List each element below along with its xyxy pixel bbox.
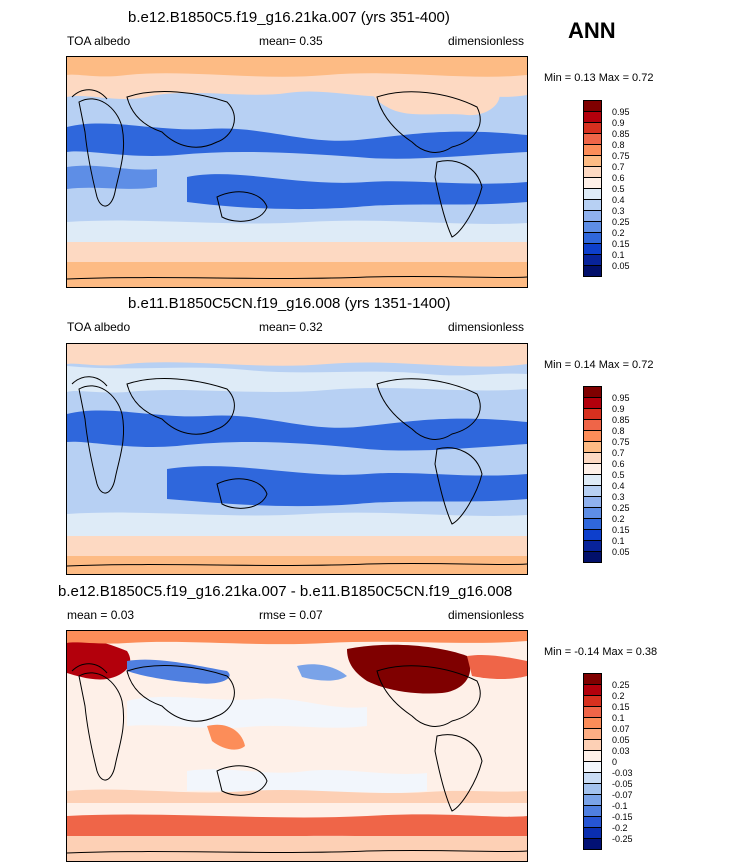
colorbar-swatch: [583, 838, 602, 850]
colorbar-label: 0.2: [612, 514, 625, 524]
colorbar-label: -0.2: [612, 823, 628, 833]
colorbar-label: 0.1: [612, 536, 625, 546]
panel-3-map-graphic: [67, 631, 527, 861]
colorbar-label: 0.5: [612, 184, 625, 194]
panel-2-title: b.e11.B1850C5CN.f19_g16.008 (yrs 1351-14…: [128, 295, 451, 312]
colorbar-label: 0.3: [612, 492, 625, 502]
colorbar-label: -0.25: [612, 834, 633, 844]
colorbar-label: 0.05: [612, 547, 630, 557]
colorbar-label: 0.85: [612, 415, 630, 425]
colorbar-label: 0.2: [612, 228, 625, 238]
panel-2-units-label: dimensionless: [448, 320, 525, 334]
colorbar-label: -0.05: [612, 779, 633, 789]
colorbar-label: 0.5: [612, 470, 625, 480]
panel-3-map: [66, 630, 528, 862]
colorbar-label: 0.95: [612, 107, 630, 117]
colorbar-label: 0.4: [612, 195, 625, 205]
colorbar-label: 0.15: [612, 239, 630, 249]
colorbar-label: -0.07: [612, 790, 633, 800]
colorbar-label: 0.75: [612, 437, 630, 447]
panel-3-units-label: dimensionless: [448, 608, 525, 622]
colorbar-label: 0.15: [612, 702, 630, 712]
panel-3-title: b.e12.B1850C5.f19_g16.21ka.007 - b.e11.B…: [58, 583, 513, 600]
colorbar-label: 0.25: [612, 680, 630, 690]
colorbar-label: 0.15: [612, 525, 630, 535]
panel-3-rmse-label: rmse = 0.07: [259, 608, 323, 622]
colorbar-label: 0.9: [612, 118, 625, 128]
colorbar-label: -0.1: [612, 801, 628, 811]
colorbar-label: 0.4: [612, 481, 625, 491]
colorbar-label: -0.03: [612, 768, 633, 778]
colorbar-label: 0.25: [612, 217, 630, 227]
panel-1-minmax: Min = 0.13 Max = 0.72: [544, 72, 654, 84]
panel-1-mean-label: mean= 0.35: [259, 34, 323, 48]
panel-2-mean-label: mean= 0.32: [259, 320, 323, 334]
colorbar-label: 0.8: [612, 140, 625, 150]
colorbar-label: 0.8: [612, 426, 625, 436]
colorbar-swatch: [583, 265, 602, 277]
colorbar-label: 0.6: [612, 459, 625, 469]
colorbar-label: 0.85: [612, 129, 630, 139]
panel-3-minmax: Min = -0.14 Max = 0.38: [544, 646, 658, 658]
panel-1-title: b.e12.B1850C5.f19_g16.21ka.007 (yrs 351-…: [128, 9, 450, 26]
panel-1-units-label: dimensionless: [448, 34, 525, 48]
colorbar-label: 0.95: [612, 393, 630, 403]
colorbar-label: 0.6: [612, 173, 625, 183]
colorbar-label: 0: [612, 757, 618, 767]
colorbar-label: -0.15: [612, 812, 633, 822]
panel-2-map: [66, 343, 528, 575]
colorbar-label: 0.25: [612, 503, 630, 513]
panel-1-variable-label: TOA albedo: [67, 34, 131, 48]
colorbar-swatch: [583, 551, 602, 563]
colorbar-label: 0.1: [612, 250, 625, 260]
panel-2-variable-label: TOA albedo: [67, 320, 131, 334]
season-label: ANN: [568, 18, 616, 43]
panel-1-map: [66, 56, 528, 288]
colorbar-label: 0.07: [612, 724, 630, 734]
colorbar-label: 0.1: [612, 713, 625, 723]
colorbar-label: 0.03: [612, 746, 630, 756]
colorbar-label: 0.7: [612, 448, 625, 458]
colorbar-label: 0.05: [612, 261, 630, 271]
colorbar-label: 0.2: [612, 691, 625, 701]
colorbar-label: 0.7: [612, 162, 625, 172]
panel-2-map-graphic: [67, 344, 527, 574]
colorbar-label: 0.75: [612, 151, 630, 161]
colorbar-label: 0.3: [612, 206, 625, 216]
panel-1-map-graphic: [67, 57, 527, 287]
colorbar-label: 0.9: [612, 404, 625, 414]
panel-2-minmax: Min = 0.14 Max = 0.72: [544, 359, 654, 371]
colorbar-label: 0.05: [612, 735, 630, 745]
panel-3-mean-label: mean = 0.03: [67, 608, 135, 622]
